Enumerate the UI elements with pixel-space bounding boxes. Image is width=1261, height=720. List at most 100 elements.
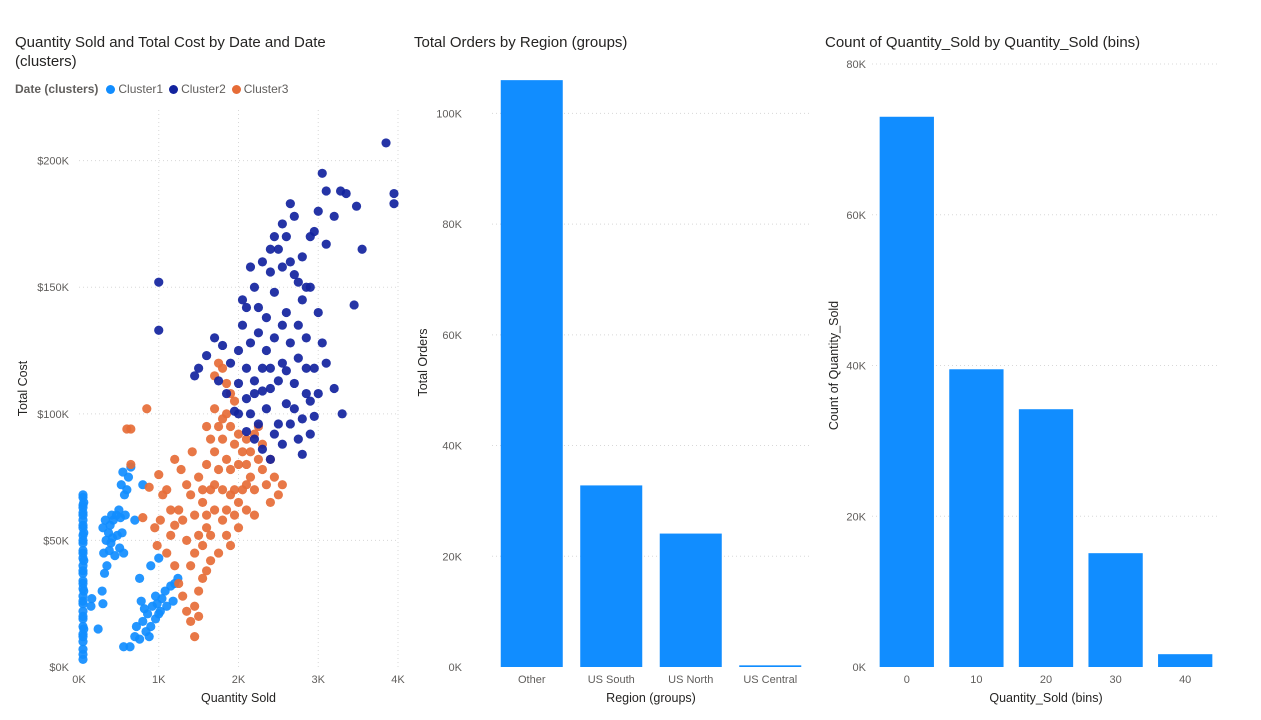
region-bar xyxy=(739,665,802,667)
legend-item-cluster2[interactable]: Cluster2 xyxy=(169,82,226,96)
scatter-point-cluster2 xyxy=(389,199,399,209)
legend-item-cluster3[interactable]: Cluster3 xyxy=(231,82,288,96)
scatter-point-cluster3 xyxy=(245,472,256,482)
bin-bar xyxy=(1088,553,1143,667)
scatter-point-cluster1 xyxy=(79,586,89,596)
scatter-legend: Date (clusters) Cluster1 Cluster2 Cluste… xyxy=(15,82,294,96)
scatter-point-cluster3 xyxy=(245,447,256,457)
scatter-point-cluster3 xyxy=(202,510,212,520)
scatter-point-cluster3 xyxy=(144,482,154,492)
y-tick-label: $150K xyxy=(37,282,69,294)
scatter-point-cluster2 xyxy=(321,239,331,249)
y-tick-label: 80K xyxy=(846,59,866,71)
scatter-point-cluster3 xyxy=(221,530,232,540)
scatter-point-cluster1 xyxy=(78,632,88,642)
scatter-point-cluster1 xyxy=(79,556,89,566)
scatter-point-cluster2 xyxy=(357,244,367,254)
bin-bar xyxy=(1158,654,1213,667)
x-tick-label: 4K xyxy=(391,674,405,686)
scatter-point-cluster2 xyxy=(321,186,331,196)
y-tick-label: 60K xyxy=(442,330,462,342)
scatter-point-cluster3 xyxy=(198,497,208,508)
scatter-point-cluster3 xyxy=(170,520,180,530)
scatter-point-cluster1 xyxy=(150,591,161,601)
scatter-point-cluster1 xyxy=(78,535,88,546)
scatter-point-cluster3 xyxy=(229,439,240,449)
scatter-point-cluster2 xyxy=(249,282,260,292)
scatter-point-cluster2 xyxy=(313,206,323,216)
scatter-point-cluster3 xyxy=(265,497,275,508)
scatter-point-cluster2 xyxy=(301,333,311,343)
y-tick-label: 40K xyxy=(442,441,462,453)
bins-bar-visual[interactable]: Count of Quantity_Sold by Quantity_Sold … xyxy=(815,0,1261,720)
scatter-point-cluster3 xyxy=(229,510,240,520)
scatter-point-cluster3 xyxy=(241,434,252,444)
scatter-point-cluster3 xyxy=(205,530,216,540)
scatter-point-cluster1 xyxy=(136,596,146,606)
scatter-point-cluster3 xyxy=(233,523,244,533)
scatter-point-cluster3 xyxy=(209,404,220,414)
legend-item-cluster1[interactable]: Cluster1 xyxy=(106,82,163,96)
legend-marker-cluster2 xyxy=(169,84,179,94)
scatter-point-cluster2 xyxy=(269,429,279,439)
scatter-point-cluster3 xyxy=(194,586,204,596)
scatter-point-cluster3 xyxy=(229,396,240,406)
scatter-point-cluster3 xyxy=(253,454,264,464)
legend-title: Date (clusters) xyxy=(15,82,99,96)
scatter-visual[interactable]: Quantity Sold and Total Cost by Date and… xyxy=(0,0,405,720)
scatter-point-cluster2 xyxy=(381,138,391,148)
y-tick-label: $100K xyxy=(37,409,69,421)
scatter-point-cluster1 xyxy=(139,604,149,614)
scatter-point-cluster2 xyxy=(253,419,264,429)
scatter-point-cluster1 xyxy=(78,566,88,576)
scatter-point-cluster3 xyxy=(202,459,212,470)
scatter-point-cluster3 xyxy=(273,490,283,500)
scatter-point-cluster1 xyxy=(78,520,88,530)
scatter-point-cluster1 xyxy=(135,573,145,583)
region-bar xyxy=(659,533,722,667)
scatter-point-cluster2 xyxy=(269,287,279,297)
bin-bar xyxy=(879,116,934,667)
scatter-point-cluster1 xyxy=(86,601,96,611)
y-axis-title: Total Orders xyxy=(416,328,430,396)
scatter-point-cluster2 xyxy=(277,320,287,330)
bin-category-label: 10 xyxy=(970,674,982,686)
scatter-point-cluster3 xyxy=(194,611,204,621)
region-plot-area[interactable]: 0K 20K 40K 60K 80K 100K Other US South US North U… xyxy=(405,0,815,720)
scatter-point-cluster3 xyxy=(217,515,228,525)
scatter-point-cluster1 xyxy=(154,553,164,563)
scatter-point-cluster3 xyxy=(198,540,208,551)
scatter-point-cluster2 xyxy=(317,168,327,178)
scatter-point-cluster1 xyxy=(146,621,156,632)
scatter-point-cluster2 xyxy=(194,363,204,373)
scatter-point-cluster1 xyxy=(122,485,132,495)
scatter-point-cluster2 xyxy=(293,320,303,330)
scatter-point-cluster3 xyxy=(186,561,196,571)
scatter-point-cluster2 xyxy=(281,231,291,242)
region-bar-visual[interactable]: Total Orders by Region (groups) 0K 20K 40K… xyxy=(405,0,815,720)
scatter-point-cluster3 xyxy=(152,540,162,551)
scatter-point-cluster2 xyxy=(317,338,327,348)
scatter-point-cluster3 xyxy=(221,378,232,389)
scatter-plot-area[interactable]: $0K $50K $100K $150K $200K 0K 1K 2K 3K 4K Quantity… xyxy=(0,0,405,720)
scatter-point-cluster3 xyxy=(225,490,236,500)
scatter-point-cluster1 xyxy=(119,548,129,558)
region-chart-title: Total Orders by Region (groups) xyxy=(414,34,628,51)
scatter-point-cluster3 xyxy=(198,485,208,495)
scatter-point-cluster3 xyxy=(126,424,136,434)
scatter-point-cluster2 xyxy=(265,383,275,394)
scatter-point-cluster2 xyxy=(281,366,291,376)
scatter-point-cluster3 xyxy=(257,464,268,475)
bin-bar xyxy=(949,369,1004,667)
scatter-point-cluster2 xyxy=(293,353,303,363)
y-tick-label: $0K xyxy=(49,662,69,674)
scatter-point-cluster3 xyxy=(186,490,196,500)
scatter-point-cluster2 xyxy=(241,302,252,313)
x-axis-title: Quantity Sold xyxy=(201,691,276,705)
scatter-point-cluster3 xyxy=(225,421,236,432)
scatter-point-cluster3 xyxy=(202,566,212,576)
scatter-point-cluster1 xyxy=(130,515,140,525)
scatter-point-cluster1 xyxy=(162,601,172,611)
scatter-point-cluster1 xyxy=(78,611,88,621)
bins-plot-area[interactable]: 0K 20K 40K 60K 80K 0 10 20 30 40 Quantity_Sold (bi… xyxy=(815,0,1261,720)
